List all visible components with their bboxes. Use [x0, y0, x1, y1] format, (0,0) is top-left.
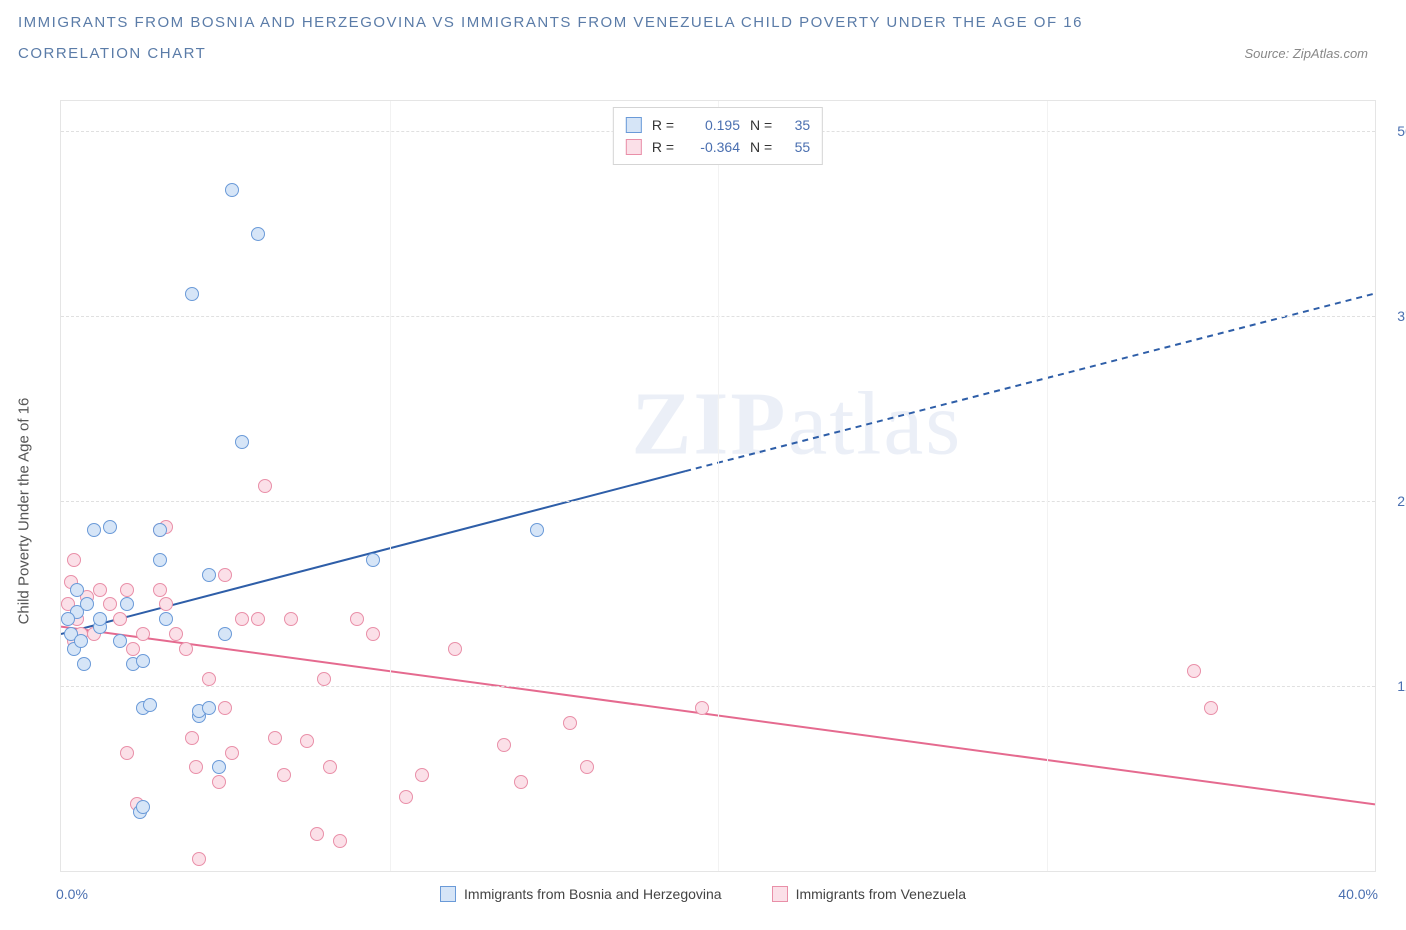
- data-point-bosnia: [70, 583, 84, 597]
- legend-stats-row-venezuela: R = -0.364 N = 55: [626, 136, 810, 158]
- data-point-venezuela: [212, 775, 226, 789]
- data-point-bosnia: [77, 657, 91, 671]
- swatch-bosnia-icon: [440, 886, 456, 902]
- data-point-venezuela: [120, 583, 134, 597]
- data-point-venezuela: [333, 834, 347, 848]
- data-point-venezuela: [323, 760, 337, 774]
- data-point-bosnia: [120, 597, 134, 611]
- data-point-venezuela: [192, 852, 206, 866]
- data-point-venezuela: [695, 701, 709, 715]
- data-point-bosnia: [143, 698, 157, 712]
- chart-area: Child Poverty Under the Age of 16 ZIPatl…: [0, 92, 1406, 930]
- gridline-v: [718, 101, 719, 871]
- y-tick-label: 25.0%: [1381, 493, 1406, 509]
- legend-stats-row-bosnia: R = 0.195 N = 35: [626, 114, 810, 136]
- data-point-bosnia: [185, 287, 199, 301]
- data-point-bosnia: [218, 627, 232, 641]
- legend-item-venezuela: Immigrants from Venezuela: [772, 886, 966, 902]
- data-point-venezuela: [179, 642, 193, 656]
- data-point-bosnia: [113, 634, 127, 648]
- data-point-venezuela: [202, 672, 216, 686]
- legend-item-bosnia: Immigrants from Bosnia and Herzegovina: [440, 886, 722, 902]
- y-tick-label: 50.0%: [1381, 123, 1406, 139]
- y-tick-label: 12.5%: [1381, 678, 1406, 694]
- data-point-venezuela: [103, 597, 117, 611]
- data-point-bosnia: [202, 568, 216, 582]
- data-point-venezuela: [284, 612, 298, 626]
- data-point-venezuela: [399, 790, 413, 804]
- chart-title-line1: IMMIGRANTS FROM BOSNIA AND HERZEGOVINA V…: [18, 14, 1388, 31]
- data-point-venezuela: [497, 738, 511, 752]
- data-point-venezuela: [350, 612, 364, 626]
- data-point-venezuela: [258, 479, 272, 493]
- data-point-venezuela: [300, 734, 314, 748]
- data-point-venezuela: [218, 701, 232, 715]
- data-point-bosnia: [80, 597, 94, 611]
- data-point-venezuela: [580, 760, 594, 774]
- data-point-bosnia: [74, 634, 88, 648]
- data-point-venezuela: [1187, 664, 1201, 678]
- data-point-venezuela: [159, 597, 173, 611]
- data-point-venezuela: [268, 731, 282, 745]
- swatch-bosnia-icon: [626, 117, 642, 133]
- data-point-bosnia: [212, 760, 226, 774]
- data-point-bosnia: [153, 553, 167, 567]
- data-point-bosnia: [136, 654, 150, 668]
- data-point-venezuela: [563, 716, 577, 730]
- data-point-venezuela: [185, 731, 199, 745]
- data-point-venezuela: [218, 568, 232, 582]
- data-point-venezuela: [120, 746, 134, 760]
- data-point-bosnia: [225, 183, 239, 197]
- data-point-venezuela: [169, 627, 183, 641]
- data-point-bosnia: [530, 523, 544, 537]
- data-point-venezuela: [235, 612, 249, 626]
- chart-title-line2: CORRELATION CHART: [18, 45, 206, 62]
- swatch-venezuela-icon: [626, 139, 642, 155]
- swatch-venezuela-icon: [772, 886, 788, 902]
- y-axis-label: Child Poverty Under the Age of 16: [16, 398, 33, 625]
- data-point-venezuela: [251, 612, 265, 626]
- data-point-bosnia: [159, 612, 173, 626]
- data-point-bosnia: [136, 800, 150, 814]
- data-point-venezuela: [189, 760, 203, 774]
- data-point-venezuela: [415, 768, 429, 782]
- data-point-bosnia: [103, 520, 117, 534]
- data-point-bosnia: [153, 523, 167, 537]
- data-point-bosnia: [93, 612, 107, 626]
- y-tick-label: 37.5%: [1381, 308, 1406, 324]
- data-point-venezuela: [366, 627, 380, 641]
- data-point-venezuela: [317, 672, 331, 686]
- data-point-venezuela: [136, 627, 150, 641]
- data-point-venezuela: [113, 612, 127, 626]
- data-point-venezuela: [1204, 701, 1218, 715]
- data-point-venezuela: [310, 827, 324, 841]
- data-point-venezuela: [67, 553, 81, 567]
- gridline-v: [1047, 101, 1048, 871]
- data-point-bosnia: [202, 701, 216, 715]
- data-point-venezuela: [126, 642, 140, 656]
- plot-area: ZIPatlas R = 0.195 N = 35 R = -0.364 N =…: [60, 100, 1376, 872]
- watermark: ZIPatlas: [631, 373, 962, 476]
- data-point-venezuela: [225, 746, 239, 760]
- data-point-venezuela: [514, 775, 528, 789]
- legend-stats: R = 0.195 N = 35 R = -0.364 N = 55: [613, 107, 823, 165]
- gridline-v: [390, 101, 391, 871]
- data-point-venezuela: [153, 583, 167, 597]
- data-point-bosnia: [366, 553, 380, 567]
- data-point-bosnia: [235, 435, 249, 449]
- data-point-venezuela: [277, 768, 291, 782]
- data-point-venezuela: [448, 642, 462, 656]
- legend-bottom: Immigrants from Bosnia and Herzegovina I…: [0, 886, 1406, 902]
- source-label: Source: ZipAtlas.com: [1244, 46, 1368, 61]
- data-point-venezuela: [93, 583, 107, 597]
- data-point-bosnia: [251, 227, 265, 241]
- data-point-bosnia: [61, 612, 75, 626]
- data-point-bosnia: [87, 523, 101, 537]
